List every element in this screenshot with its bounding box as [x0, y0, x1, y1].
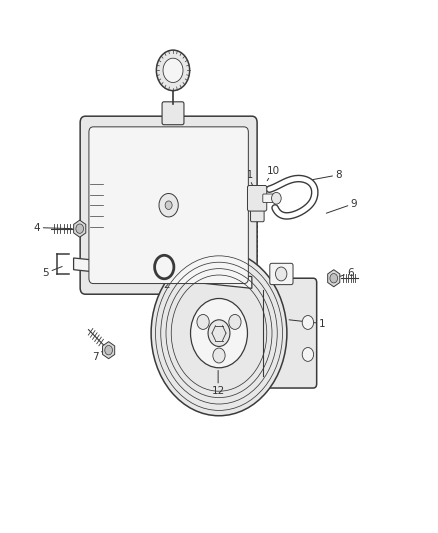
Polygon shape	[102, 342, 115, 359]
FancyBboxPatch shape	[80, 116, 257, 294]
Text: 1: 1	[289, 319, 325, 328]
Circle shape	[151, 251, 287, 416]
Circle shape	[276, 267, 287, 281]
Text: 11: 11	[241, 170, 254, 187]
Polygon shape	[74, 258, 252, 288]
Circle shape	[302, 348, 314, 361]
Text: 5: 5	[42, 266, 62, 278]
FancyBboxPatch shape	[259, 278, 317, 388]
Text: 8: 8	[313, 170, 342, 180]
FancyBboxPatch shape	[270, 263, 293, 285]
FancyBboxPatch shape	[251, 199, 264, 222]
FancyBboxPatch shape	[162, 102, 184, 125]
Text: 6: 6	[334, 268, 354, 278]
Circle shape	[159, 193, 178, 217]
Circle shape	[105, 345, 113, 355]
Circle shape	[272, 192, 281, 204]
Circle shape	[76, 224, 84, 233]
Polygon shape	[74, 220, 86, 237]
Text: 10: 10	[267, 166, 280, 181]
Circle shape	[163, 58, 183, 83]
Circle shape	[165, 201, 172, 209]
Polygon shape	[328, 270, 340, 287]
Text: 2: 2	[163, 267, 170, 290]
Circle shape	[330, 273, 338, 283]
Circle shape	[156, 50, 190, 91]
Text: 9: 9	[326, 199, 357, 213]
Text: 3: 3	[128, 144, 164, 167]
Circle shape	[229, 314, 241, 329]
Text: 12: 12	[212, 370, 225, 395]
Circle shape	[155, 255, 174, 279]
Circle shape	[302, 316, 314, 329]
Circle shape	[213, 348, 225, 363]
Circle shape	[191, 298, 247, 368]
Circle shape	[208, 320, 230, 346]
Text: 7: 7	[92, 344, 110, 362]
Circle shape	[197, 314, 209, 329]
FancyBboxPatch shape	[263, 194, 276, 203]
FancyBboxPatch shape	[89, 127, 248, 284]
FancyBboxPatch shape	[247, 185, 267, 211]
Text: 4: 4	[34, 223, 72, 232]
